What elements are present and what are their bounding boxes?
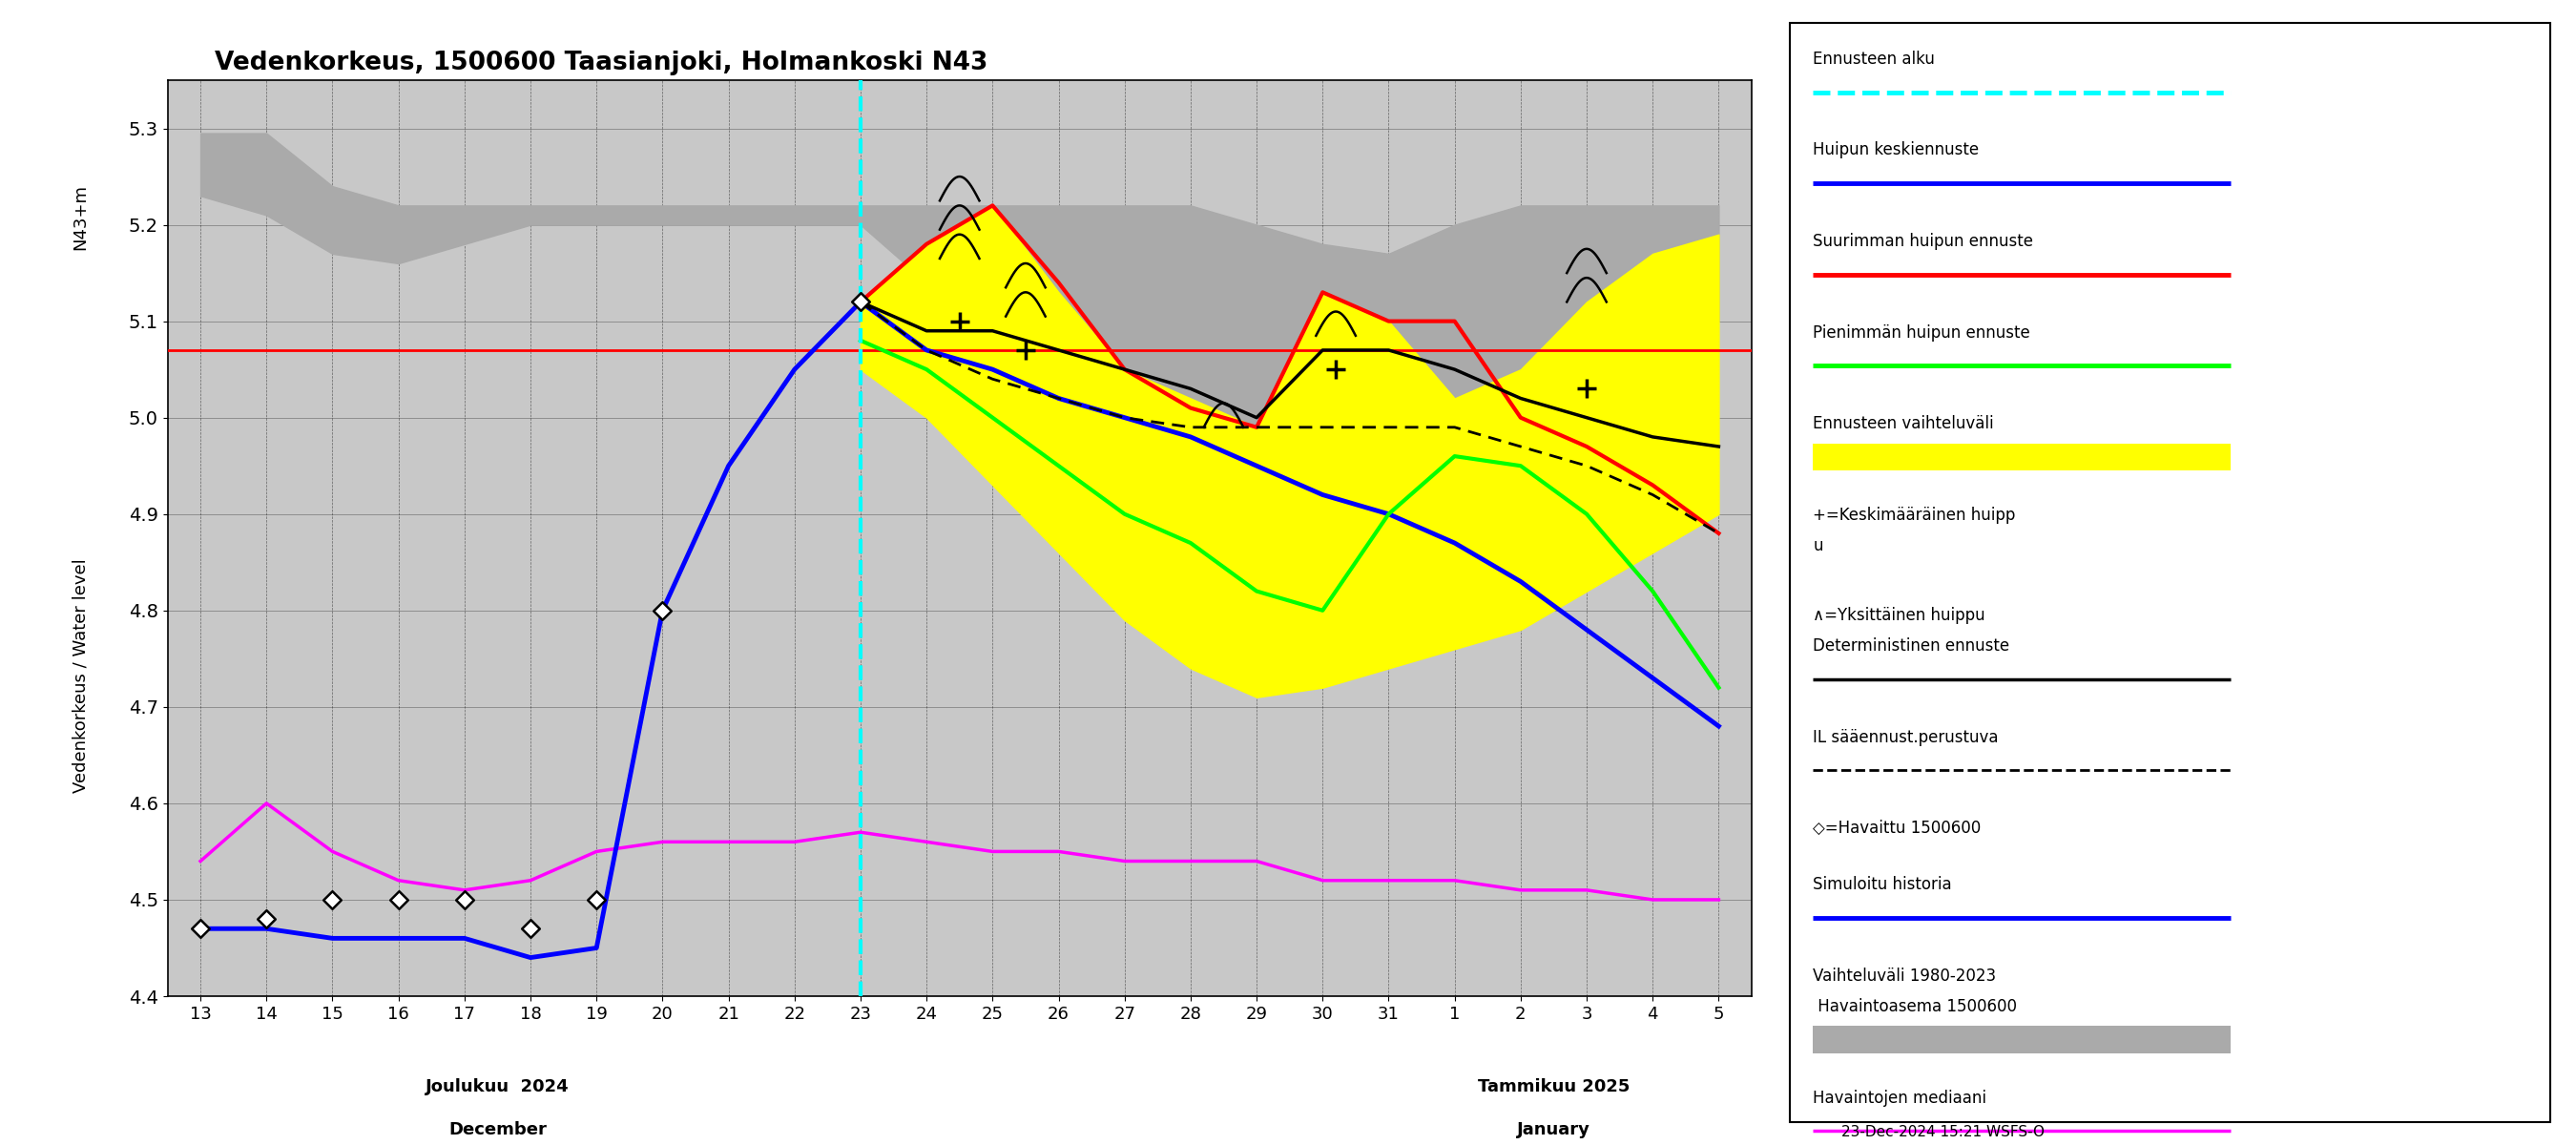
Text: Simuloitu historia: Simuloitu historia [1814, 876, 1953, 893]
Text: ∧=Yksittäinen huippu: ∧=Yksittäinen huippu [1814, 607, 1986, 624]
Text: IL sääennust.perustuva: IL sääennust.perustuva [1814, 728, 1999, 745]
Point [312, 891, 353, 909]
Text: Pienimmän huipun ennuste: Pienimmän huipun ennuste [1814, 324, 2030, 341]
Text: Huipun keskiennuste: Huipun keskiennuste [1814, 142, 1978, 159]
Point [510, 919, 551, 938]
Text: Ennusteen vaihteluväli: Ennusteen vaihteluväli [1814, 416, 1994, 433]
Text: December: December [448, 1121, 546, 1138]
Point [840, 293, 881, 311]
Point [443, 891, 484, 909]
Text: ◇=Havaittu 1500600: ◇=Havaittu 1500600 [1814, 820, 1981, 837]
Text: +=Keskimääräinen huipp: +=Keskimääräinen huipp [1814, 506, 2017, 523]
Bar [1814, 1026, 2231, 1053]
Text: Vaihteluväli 1980-2023: Vaihteluväli 1980-2023 [1814, 968, 1996, 985]
Text: Ennusteen alku: Ennusteen alku [1814, 50, 1935, 68]
Text: Suurimman huipun ennuste: Suurimman huipun ennuste [1814, 232, 2032, 250]
Point [245, 910, 286, 929]
Text: N43+m: N43+m [72, 184, 90, 251]
Text: 23-Dec-2024 15:21 WSFS-O: 23-Dec-2024 15:21 WSFS-O [1842, 1124, 2045, 1139]
Point [577, 891, 618, 909]
Text: Deterministinen ennuste: Deterministinen ennuste [1814, 638, 2009, 655]
Text: Tammikuu 2025: Tammikuu 2025 [1479, 1079, 1631, 1096]
Bar [1814, 443, 2231, 471]
Text: Joulukuu  2024: Joulukuu 2024 [425, 1079, 569, 1096]
Text: Havaintojen mediaani: Havaintojen mediaani [1814, 1089, 1986, 1106]
Point [180, 919, 222, 938]
Text: Vedenkorkeus, 1500600 Taasianjoki, Holmankoski N43: Vedenkorkeus, 1500600 Taasianjoki, Holma… [214, 50, 989, 76]
Point [379, 891, 420, 909]
Text: Havaintoasema 1500600: Havaintoasema 1500600 [1814, 998, 2017, 1016]
Text: u: u [1814, 537, 1824, 554]
Text: January: January [1517, 1121, 1589, 1138]
Text: Vedenkorkeus / Water level: Vedenkorkeus / Water level [72, 559, 90, 792]
Point [641, 601, 683, 619]
